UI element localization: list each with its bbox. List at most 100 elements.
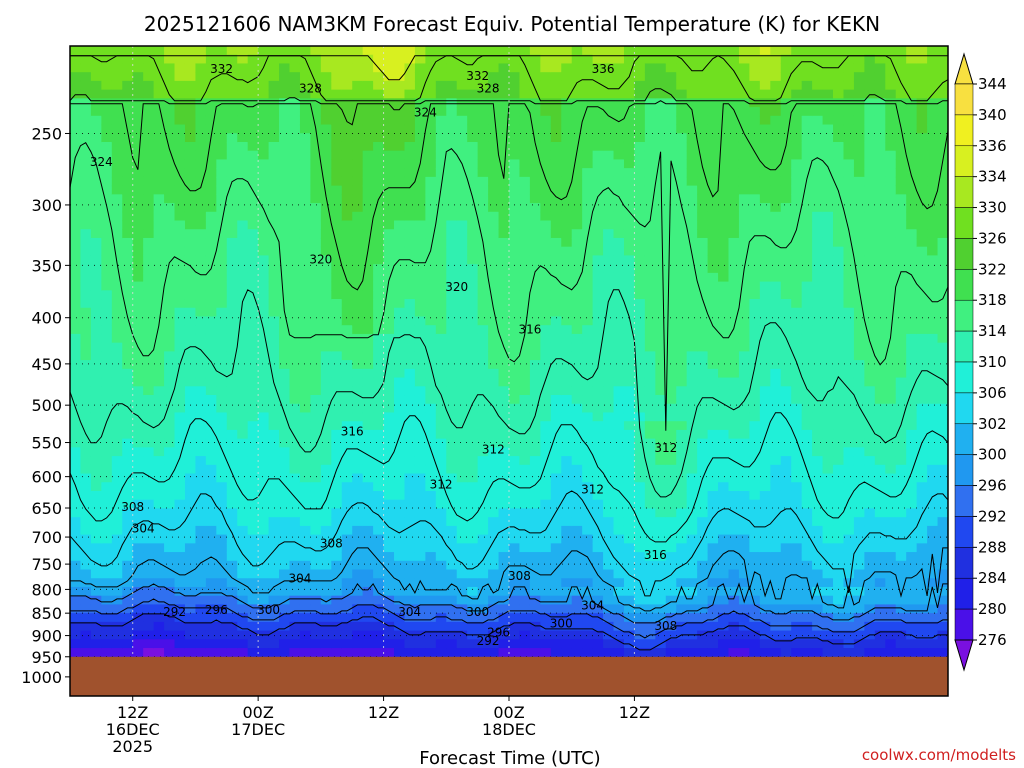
field-cell [550,72,562,82]
field-cell [582,264,594,274]
field-cell [780,72,792,82]
field-cell [603,447,615,457]
field-cell [425,333,437,344]
field-cell [310,246,322,257]
field-cell [341,194,353,204]
field-cell [540,185,552,195]
field-cell [362,586,374,597]
field-cell [529,447,541,457]
field-cell [299,560,311,571]
field-cell [153,141,165,152]
field-cell [394,264,406,274]
field-cell [90,237,102,248]
field-cell [132,595,144,606]
field-cell [488,351,500,361]
field-cell [718,46,730,56]
field-cell [289,133,301,143]
field-cell [394,499,406,510]
field-cell [258,621,270,632]
field-cell [425,534,437,544]
field-cell [488,272,500,283]
field-cell [331,342,343,352]
field-cell [299,290,311,300]
field-cell [812,124,824,134]
field-cell [394,281,406,291]
field-cell [623,534,636,544]
field-cell [279,272,291,283]
field-cell [529,159,541,169]
field-cell [258,194,270,204]
field-cell [394,447,406,457]
field-cell [362,473,374,483]
field-cell [435,386,447,396]
field-cell [111,648,123,658]
field-cell [540,648,552,658]
field-cell [258,316,270,326]
field-cell [101,264,113,274]
field-cell [571,246,583,257]
field-cell [456,115,468,126]
field-cell [519,421,531,431]
field-cell [728,639,740,649]
field-cell [279,159,291,169]
field-cell [195,552,207,562]
field-cell [592,508,604,518]
field-cell [623,89,636,99]
field-cell [383,141,395,152]
field-cell [268,307,280,318]
field-cell [331,508,343,518]
field-cell [404,185,416,195]
field-cell [394,403,406,414]
field-cell [509,141,521,152]
field-cell [446,630,458,640]
field-cell [519,464,531,475]
field-cell [80,360,92,370]
field-cell [289,421,301,431]
field-cell [582,115,594,126]
field-cell [529,185,541,195]
field-cell [289,176,301,187]
field-cell [414,490,426,501]
field-cell [216,141,228,152]
field-cell [279,560,291,571]
field-cell [623,421,636,431]
field-cell [770,447,782,457]
field-cell [310,63,322,73]
field-cell [111,272,123,283]
field-cell [801,543,813,553]
field-cell [132,98,144,108]
field-cell [644,604,656,614]
field-cell [184,168,197,178]
field-cell [383,464,395,475]
field-cell [707,203,719,213]
field-cell [561,168,573,178]
field-cell [603,246,615,257]
field-cell [676,220,688,230]
field-cell [289,403,301,414]
field-cell [310,290,322,300]
field-cell [801,168,813,178]
field-cell [509,229,521,239]
field-cell [718,176,730,187]
field-cell [184,429,197,440]
field-cell [561,368,573,379]
field-cell [603,316,615,326]
field-cell [195,429,207,440]
field-cell [540,255,552,265]
field-cell [477,368,489,379]
field-cell [634,203,646,213]
field-cell [467,569,479,579]
field-cell [707,543,719,553]
field-cell [414,246,426,257]
field-cell [383,604,395,614]
field-cell [592,211,604,222]
field-cell [509,595,521,606]
field-cell [331,203,343,213]
field-cell [613,281,625,291]
field-cell [414,595,426,606]
field-cell [718,648,730,658]
field-cell [707,351,719,361]
field-cell [414,586,426,597]
field-cell [101,508,113,518]
field-cell [132,543,144,553]
